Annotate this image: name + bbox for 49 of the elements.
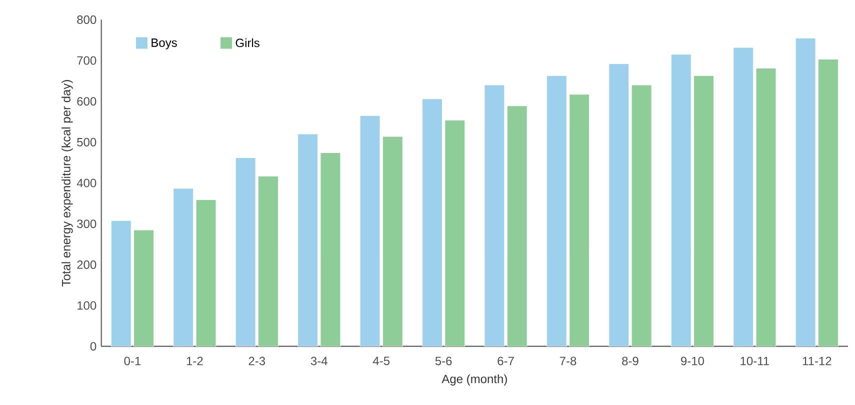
x-tick-label: 3-4 — [310, 356, 328, 366]
bar — [235, 157, 256, 346]
x-axis-title: Age (month) — [442, 374, 507, 386]
y-tick-label: 500 — [77, 138, 96, 146]
legend-label: Boys — [152, 38, 177, 50]
bar — [733, 47, 754, 346]
bar — [818, 59, 838, 346]
bar — [756, 68, 776, 346]
bar — [795, 38, 816, 346]
bar — [258, 176, 278, 346]
bar — [134, 230, 154, 346]
bar — [484, 84, 505, 346]
x-tick-label: 7-8 — [560, 356, 576, 366]
bar — [546, 75, 567, 346]
bar — [196, 199, 216, 346]
y-tick-label: 0 — [90, 342, 96, 351]
y-axis-title: Total energy expenditure (kcal per day) — [62, 80, 73, 286]
bar — [422, 98, 442, 346]
bar — [631, 84, 652, 346]
bar — [506, 106, 528, 346]
bar — [608, 64, 630, 346]
y-tick-label: 300 — [77, 220, 96, 228]
bar — [382, 136, 403, 346]
bar — [360, 115, 380, 346]
y-tick-label: 200 — [77, 260, 96, 269]
y-tick-label: 600 — [77, 97, 96, 106]
bar — [569, 94, 590, 346]
x-tick-label: 1-2 — [186, 356, 203, 366]
bar — [173, 188, 194, 346]
bar — [110, 220, 132, 346]
bar — [444, 120, 466, 346]
bar — [670, 54, 692, 346]
x-tick-label: 2-3 — [248, 356, 266, 366]
bar — [320, 152, 341, 346]
y-tick-label: 800 — [77, 15, 96, 24]
x-tick-label: 6-7 — [498, 356, 514, 366]
x-tick-label: 0-1 — [124, 356, 141, 366]
x-tick-label: 11-12 — [802, 356, 832, 366]
y-tick-label: 700 — [77, 56, 96, 65]
y-tick-label: 400 — [76, 178, 96, 188]
bar — [298, 134, 318, 346]
x-tick-label: 8-9 — [622, 356, 638, 366]
bar — [694, 75, 714, 346]
x-tick-label: 9-10 — [681, 356, 704, 366]
x-tick-label: 5-6 — [435, 356, 452, 366]
y-tick-label: 100 — [78, 301, 96, 310]
x-tick-label: 10-11 — [740, 356, 769, 366]
x-tick-label: 4-5 — [372, 356, 390, 366]
legend-label: Girls — [236, 38, 260, 48]
